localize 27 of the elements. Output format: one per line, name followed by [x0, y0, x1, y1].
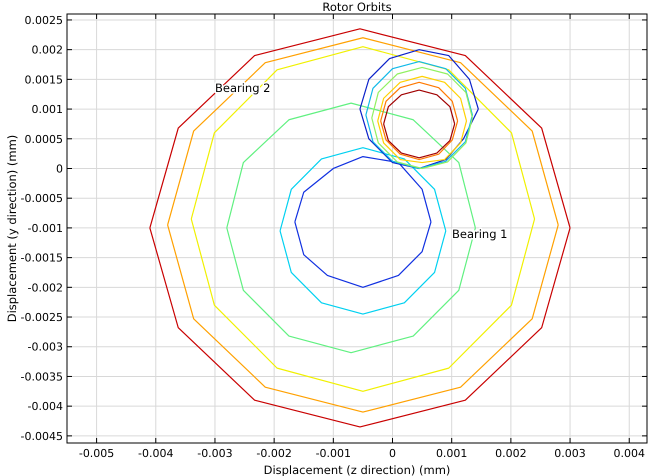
y-tick-label: -0.0005 [20, 192, 63, 206]
y-tick-label: 0.0015 [24, 73, 63, 86]
y-tick-label: -0.003 [28, 340, 63, 354]
x-tick-label: -0.003 [197, 447, 233, 460]
y-tick-label: -0.0015 [20, 252, 63, 265]
x-tick-label: 0.001 [436, 447, 468, 460]
y-tick-label: 0.0025 [24, 14, 63, 27]
x-tick-label: 0.004 [613, 447, 645, 460]
x-tick-label: -0.002 [256, 447, 292, 460]
x-tick-label: -0.001 [316, 447, 352, 460]
x-tick-label: 0 [389, 447, 396, 460]
x-tick-label: -0.004 [138, 447, 174, 460]
y-axis-title: Displacement (y direction) (mm) [5, 134, 19, 322]
y-tick-label: -0.0035 [20, 370, 63, 384]
y-tick-label: 0 [56, 162, 63, 176]
y-tick-label: -0.0045 [20, 430, 63, 443]
y-tick-label: -0.0025 [20, 311, 63, 324]
y-tick-label: -0.002 [28, 281, 63, 294]
x-tick-label: -0.005 [78, 447, 114, 460]
x-tick-label: 0.003 [554, 447, 586, 460]
y-tick-label: 0.0005 [24, 132, 63, 146]
y-tick-label: 0.001 [32, 103, 63, 116]
x-tick-label: 0.002 [495, 447, 527, 460]
y-tick-label: -0.001 [28, 222, 63, 235]
chart-title: Rotor Orbits [322, 0, 392, 14]
y-tick-label: -0.004 [28, 400, 63, 414]
y-tick-label: 0.002 [32, 44, 63, 57]
